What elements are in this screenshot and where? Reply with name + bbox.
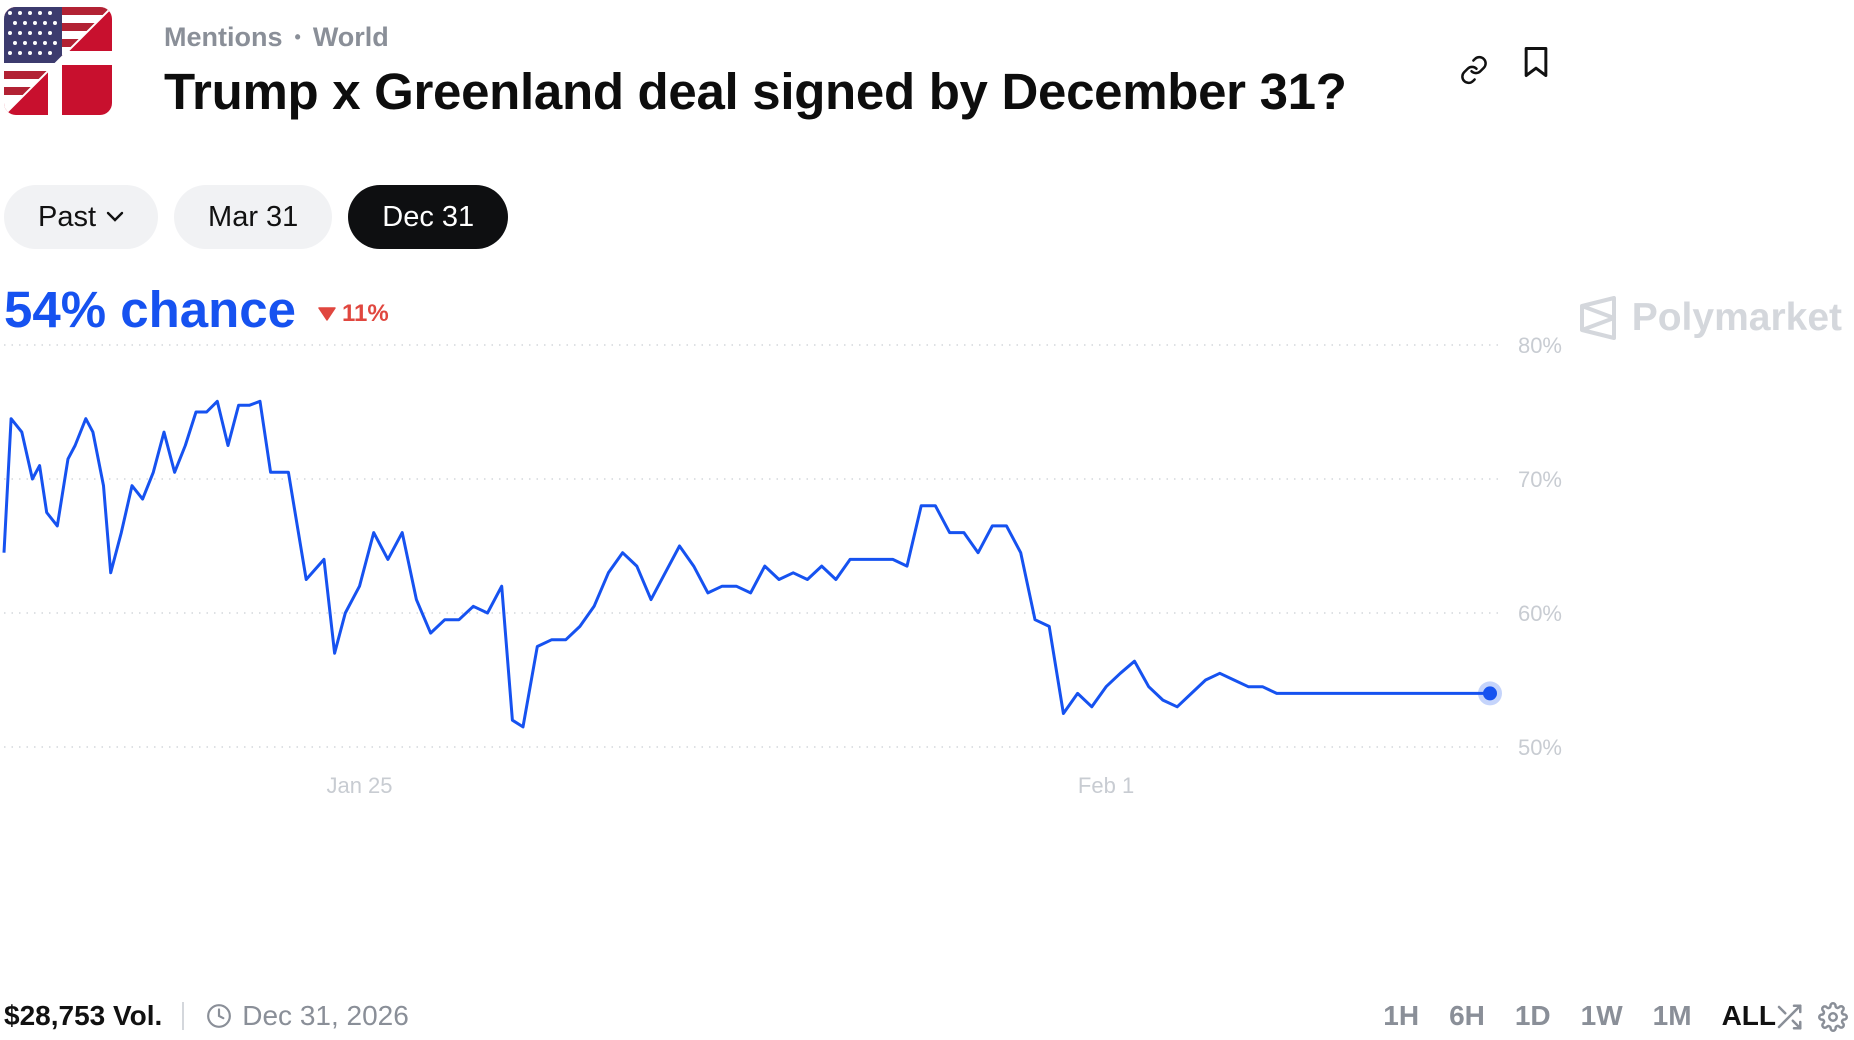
bookmark-icon	[1524, 46, 1548, 78]
range-1d[interactable]: 1D	[1514, 1000, 1551, 1031]
current-point	[1483, 686, 1497, 701]
bookmark-button[interactable]	[1516, 42, 1556, 82]
range-1m[interactable]: 1M	[1652, 1000, 1692, 1031]
breadcrumb: Mentions • World	[164, 22, 389, 53]
range-all[interactable]: ALL	[1721, 1000, 1776, 1031]
compare-button[interactable]	[1772, 1000, 1806, 1034]
y-tick-label: 80%	[1518, 333, 1562, 358]
polymarket-logo: Polymarket	[1578, 296, 1842, 340]
breadcrumb-separator: •	[294, 27, 301, 47]
x-tick-label: Feb 1	[1078, 773, 1134, 798]
breadcrumb-category[interactable]: Mentions	[164, 22, 283, 52]
range-6h[interactable]: 6H	[1449, 1000, 1485, 1031]
time-range-selector: 1H 6H 1D 1W 1M ALL	[1383, 1000, 1776, 1032]
tab-dec-31-label: Dec 31	[382, 200, 475, 233]
chance-delta-value: 11%	[342, 300, 389, 327]
price-chart[interactable]: 50% 60% 70% 80% Jan 25 Feb 1	[0, 333, 1854, 820]
end-date: Dec 31, 2026	[206, 1000, 409, 1032]
range-1h[interactable]: 1H	[1383, 1000, 1420, 1031]
market-title: Trump x Greenland deal signed by Decembe…	[164, 63, 1347, 120]
series-line	[2, 399, 1490, 729]
breadcrumb-subcategory[interactable]: World	[312, 22, 389, 52]
chevron-down-icon	[106, 211, 124, 222]
y-tick-label: 60%	[1518, 601, 1562, 626]
y-tick-label: 50%	[1518, 735, 1562, 760]
market-image	[4, 7, 112, 115]
link-icon	[1461, 55, 1487, 85]
footer-info: $28,753 Vol. Dec 31, 2026	[4, 1000, 409, 1032]
volume: $28,753 Vol.	[4, 1000, 163, 1031]
chance-delta: 11%	[318, 300, 389, 328]
divider	[182, 1002, 185, 1030]
range-1w[interactable]: 1W	[1580, 1000, 1623, 1031]
y-tick-label: 70%	[1518, 467, 1562, 492]
tab-mar-31-label: Mar 31	[208, 200, 299, 233]
clock-icon	[207, 1004, 232, 1028]
chart-settings-button[interactable]	[1816, 1000, 1850, 1034]
brand-name: Polymarket	[1631, 296, 1842, 339]
date-tabs: Past Mar 31 Dec 31	[4, 185, 509, 249]
tab-mar-31[interactable]: Mar 31	[174, 185, 333, 249]
chance-value: 54% chance	[4, 281, 297, 338]
copy-link-button[interactable]	[1454, 50, 1494, 90]
polymarket-icon	[1579, 296, 1616, 340]
x-tick-label: Jan 25	[326, 773, 392, 798]
tab-past[interactable]: Past	[4, 185, 159, 249]
shuffle-icon	[1777, 1004, 1802, 1030]
tab-dec-31[interactable]: Dec 31	[348, 185, 509, 249]
triangle-down-icon	[318, 307, 336, 321]
tab-past-label: Past	[38, 200, 97, 233]
end-date-value: Dec 31, 2026	[242, 1000, 409, 1031]
gear-icon	[1818, 1002, 1848, 1032]
